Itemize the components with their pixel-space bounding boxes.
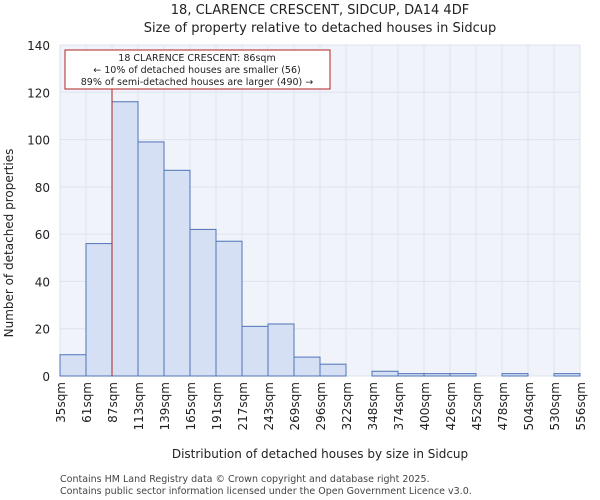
x-tick-label: 217sqm xyxy=(236,382,250,430)
histogram-bar xyxy=(215,240,243,377)
bars xyxy=(59,101,581,377)
x-tick-label: 139sqm xyxy=(158,382,172,430)
chart-subtitle: Size of property relative to detached ho… xyxy=(144,21,497,36)
x-tick-label: 348sqm xyxy=(366,382,380,430)
x-axis-ticks: 35sqm 61sqm 87sqm 113sqm 139sqm 165sqm 191sqm 2… xyxy=(54,382,588,430)
y-tick-label: 40 xyxy=(35,275,50,289)
histogram-bar xyxy=(553,373,581,377)
y-tick-label: 100 xyxy=(27,134,50,148)
histogram-bar xyxy=(59,354,87,377)
histogram-bar xyxy=(137,141,165,377)
annotation-box xyxy=(64,49,331,90)
x-tick-label: 400sqm xyxy=(418,382,432,430)
y-tick-label: 140 xyxy=(27,39,50,53)
footer-line-1: Contains HM Land Registry data © Crown c… xyxy=(60,474,430,485)
histogram-bar xyxy=(111,101,139,377)
x-tick-label: 426sqm xyxy=(444,382,458,430)
annotation-line-2: ← 10% of detached houses are smaller (56… xyxy=(93,65,300,76)
x-tick-label: 191sqm xyxy=(210,382,224,430)
y-tick-label: 60 xyxy=(35,228,50,242)
y-tick-label: 80 xyxy=(35,181,50,195)
x-tick-label: 478sqm xyxy=(496,382,510,430)
x-tick-label: 243sqm xyxy=(262,382,276,430)
y-tick-label: 0 xyxy=(42,370,50,384)
x-tick-label: 530sqm xyxy=(548,382,562,430)
x-tick-label: 374sqm xyxy=(392,382,406,430)
x-axis-label: Distribution of detached houses by size … xyxy=(172,447,468,461)
x-tick-label: 61sqm xyxy=(80,382,94,423)
x-tick-label: 269sqm xyxy=(288,382,302,430)
histogram-bar xyxy=(319,363,347,377)
x-tick-label: 35sqm xyxy=(54,382,68,423)
histogram-bar xyxy=(267,323,295,377)
x-tick-label: 322sqm xyxy=(340,382,354,430)
annotation-line-1: 18 CLARENCE CRESCENT: 86sqm xyxy=(118,53,275,64)
histogram-bar xyxy=(371,370,399,377)
histogram-bar xyxy=(163,169,191,377)
histogram-bar xyxy=(449,373,477,377)
footer-line-2: Contains public sector information licen… xyxy=(60,486,472,497)
x-tick-label: 504sqm xyxy=(522,382,536,430)
annotation-line-3: 89% of semi-detached houses are larger (… xyxy=(81,77,314,88)
y-axis-ticks: 0 20 40 60 80 100 120 140 xyxy=(27,39,50,384)
histogram-bar xyxy=(397,373,425,377)
x-tick-label: 87sqm xyxy=(106,382,120,423)
property-annotation: 18 CLARENCE CRESCENT: 86sqm ← 10% of det… xyxy=(64,49,331,90)
histogram-bar xyxy=(501,373,529,377)
y-tick-label: 120 xyxy=(27,86,50,100)
x-tick-label: 165sqm xyxy=(184,382,198,430)
histogram-bar xyxy=(293,356,321,377)
histogram-bar xyxy=(189,228,217,377)
chart-title: 18, CLARENCE CRESCENT, SIDCUP, DA14 4DF xyxy=(171,3,469,18)
histogram-bar xyxy=(241,325,269,377)
y-axis-label: Number of detached properties xyxy=(2,149,16,338)
y-tick-label: 20 xyxy=(35,323,50,337)
histogram-bar xyxy=(423,373,451,377)
histogram-bar xyxy=(85,243,113,377)
x-tick-label: 296sqm xyxy=(314,382,328,430)
x-tick-label: 113sqm xyxy=(132,382,146,430)
x-tick-label: 452sqm xyxy=(470,382,484,430)
x-tick-label: 556sqm xyxy=(574,382,588,430)
